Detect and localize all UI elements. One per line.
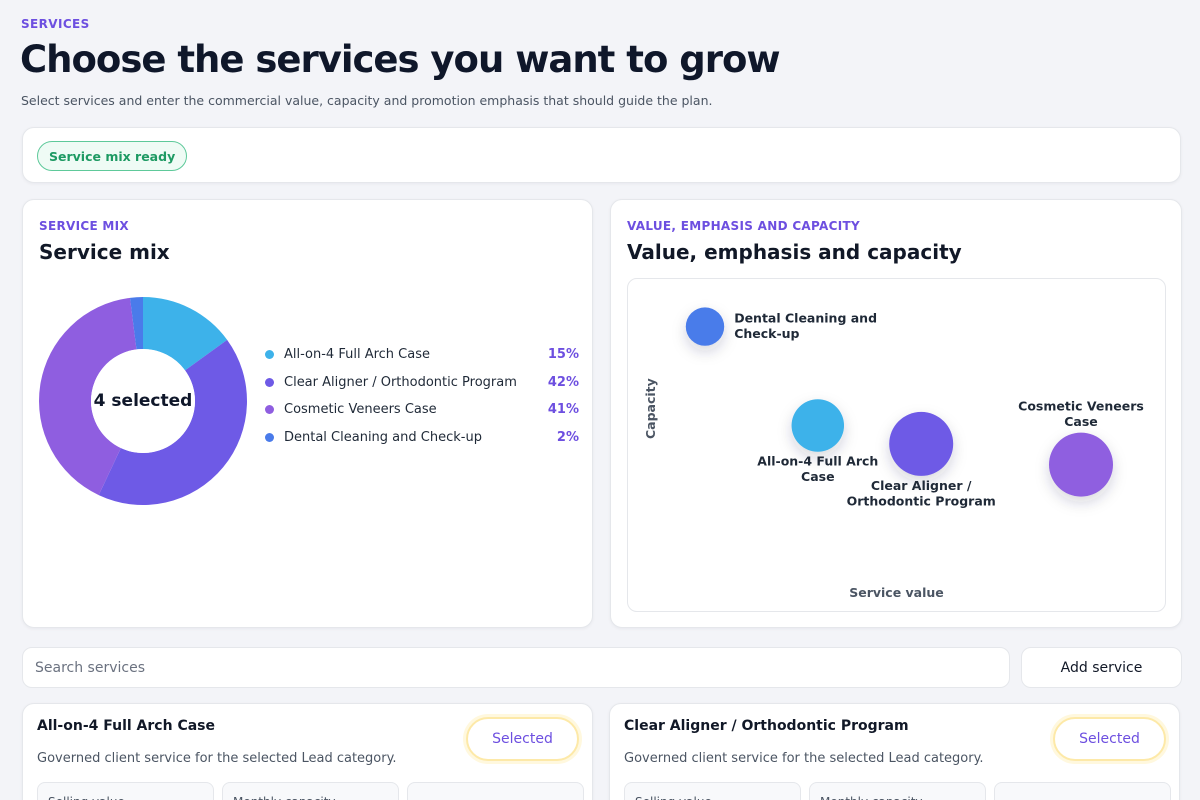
legend-label: Clear Aligner / Orthodontic Program bbox=[284, 374, 517, 390]
status-badge: Service mix ready bbox=[37, 141, 188, 171]
donut-hole bbox=[91, 349, 195, 453]
service-description: Governed client service for the selected… bbox=[37, 751, 397, 766]
legend-item: Clear Aligner / Orthodontic Program 42% bbox=[265, 369, 579, 397]
donut-slice bbox=[143, 297, 228, 371]
legend-percent: 41% bbox=[547, 402, 579, 418]
emphasis-field[interactable] bbox=[994, 782, 1171, 800]
donut-slice bbox=[98, 339, 248, 505]
service-fields: Selling value Monthly capacity bbox=[624, 782, 1171, 800]
selected-toggle-button[interactable]: Selected bbox=[466, 717, 579, 761]
value-emphasis-card: VALUE, EMPHASIS AND CAPACITY Value, emph… bbox=[610, 199, 1182, 628]
legend-label: Dental Cleaning and Check-up bbox=[284, 429, 482, 445]
service-mix-legend: All-on-4 Full Arch Case 15% Clear Aligne… bbox=[265, 341, 579, 451]
service-title: All-on-4 Full Arch Case bbox=[37, 718, 215, 734]
value-emphasis-eyebrow: VALUE, EMPHASIS AND CAPACITY bbox=[627, 219, 860, 233]
page-title: Choose the services you want to grow bbox=[20, 38, 781, 81]
legend-dot bbox=[265, 405, 274, 415]
selling-value-field[interactable]: Selling value bbox=[37, 782, 214, 800]
service-mix-title: Service mix bbox=[39, 240, 170, 264]
bubble-label: Clear Aligner / Orthodontic Program bbox=[847, 478, 996, 509]
service-card: Clear Aligner / Orthodontic Program Gove… bbox=[609, 703, 1180, 800]
bubble-chart: Dental Cleaning and Check-up All-on-4 Full… bbox=[627, 278, 1166, 612]
status-card: Service mix ready bbox=[22, 127, 1181, 183]
service-mix-card: SERVICE MIX Service mix 4 selected All-o… bbox=[22, 199, 593, 628]
selling-value-field[interactable]: Selling value bbox=[624, 782, 801, 800]
add-service-button[interactable]: Add service bbox=[1021, 647, 1182, 688]
donut-slice bbox=[129, 297, 143, 350]
monthly-capacity-field[interactable]: Monthly capacity bbox=[809, 782, 986, 800]
page-eyebrow: SERVICES bbox=[21, 17, 90, 31]
search-field[interactable] bbox=[22, 647, 1010, 688]
bubble-point[interactable] bbox=[685, 307, 725, 346]
legend-dot bbox=[265, 432, 274, 442]
bubble-label: Cosmetic Veneers Case bbox=[1018, 399, 1144, 430]
bubble-label: All-on-4 Full Arch Case bbox=[757, 454, 878, 485]
donut-chart bbox=[38, 297, 248, 505]
emphasis-field[interactable] bbox=[407, 782, 584, 800]
legend-item: Cosmetic Veneers Case 41% bbox=[265, 396, 579, 424]
legend-item: Dental Cleaning and Check-up 2% bbox=[265, 424, 579, 452]
bubble-chart-svg: Dental Cleaning and Check-up All-on-4 Full… bbox=[685, 307, 1144, 509]
donut-center-label: 4 selected bbox=[93, 391, 193, 411]
search-input[interactable] bbox=[23, 648, 1009, 687]
service-description: Governed client service for the selected… bbox=[624, 751, 984, 766]
bubble-point[interactable] bbox=[1049, 432, 1113, 497]
legend-percent: 42% bbox=[547, 374, 579, 390]
bubble-point[interactable] bbox=[791, 399, 845, 452]
monthly-capacity-field[interactable]: Monthly capacity bbox=[222, 782, 399, 800]
legend-dot bbox=[265, 377, 274, 387]
service-mix-donut: 4 selected bbox=[37, 295, 249, 507]
legend-label: All-on-4 Full Arch Case bbox=[284, 347, 430, 363]
bubble-point[interactable] bbox=[889, 411, 954, 476]
legend-percent: 2% bbox=[556, 429, 579, 445]
value-emphasis-title: Value, emphasis and capacity bbox=[627, 240, 962, 264]
selected-toggle-button[interactable]: Selected bbox=[1053, 717, 1166, 761]
donut-slice bbox=[38, 297, 137, 496]
service-card: All-on-4 Full Arch Case Governed client … bbox=[22, 703, 593, 800]
x-axis-label: Service value bbox=[849, 585, 944, 600]
legend-dot bbox=[265, 350, 274, 360]
legend-label: Cosmetic Veneers Case bbox=[284, 402, 437, 418]
page-subtitle: Select services and enter the commercial… bbox=[21, 93, 713, 108]
bubble-label: Dental Cleaning and Check-up bbox=[734, 311, 877, 342]
legend-percent: 15% bbox=[547, 347, 579, 363]
service-title: Clear Aligner / Orthodontic Program bbox=[624, 718, 909, 734]
service-mix-eyebrow: SERVICE MIX bbox=[39, 219, 129, 233]
legend-item: All-on-4 Full Arch Case 15% bbox=[265, 341, 579, 369]
service-fields: Selling value Monthly capacity bbox=[37, 782, 584, 800]
y-axis-label: Capacity bbox=[643, 378, 658, 439]
